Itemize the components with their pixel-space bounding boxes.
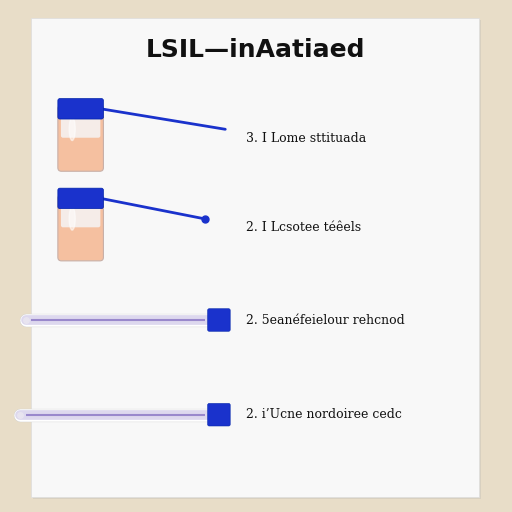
FancyBboxPatch shape <box>208 309 230 331</box>
FancyBboxPatch shape <box>58 188 103 209</box>
Text: 3. I Lome sttituada: 3. I Lome sttituada <box>246 132 366 145</box>
FancyBboxPatch shape <box>61 109 100 138</box>
FancyBboxPatch shape <box>58 98 103 119</box>
Text: 2. I Lcsotee téêels: 2. I Lcsotee téêels <box>246 221 361 234</box>
Text: 2. 5eanéfeielour rehcnod: 2. 5eanéfeielour rehcnod <box>246 313 404 327</box>
Ellipse shape <box>69 207 75 230</box>
FancyBboxPatch shape <box>31 18 479 497</box>
FancyBboxPatch shape <box>208 403 230 426</box>
FancyBboxPatch shape <box>58 195 103 261</box>
FancyBboxPatch shape <box>33 20 481 499</box>
FancyBboxPatch shape <box>58 105 103 171</box>
Ellipse shape <box>69 118 75 140</box>
FancyBboxPatch shape <box>61 199 100 227</box>
Text: LSIL—inAatiaed: LSIL—inAatiaed <box>146 38 366 62</box>
Text: 2. i’Ucne nordoiree cedс: 2. i’Ucne nordoiree cedс <box>246 408 401 421</box>
